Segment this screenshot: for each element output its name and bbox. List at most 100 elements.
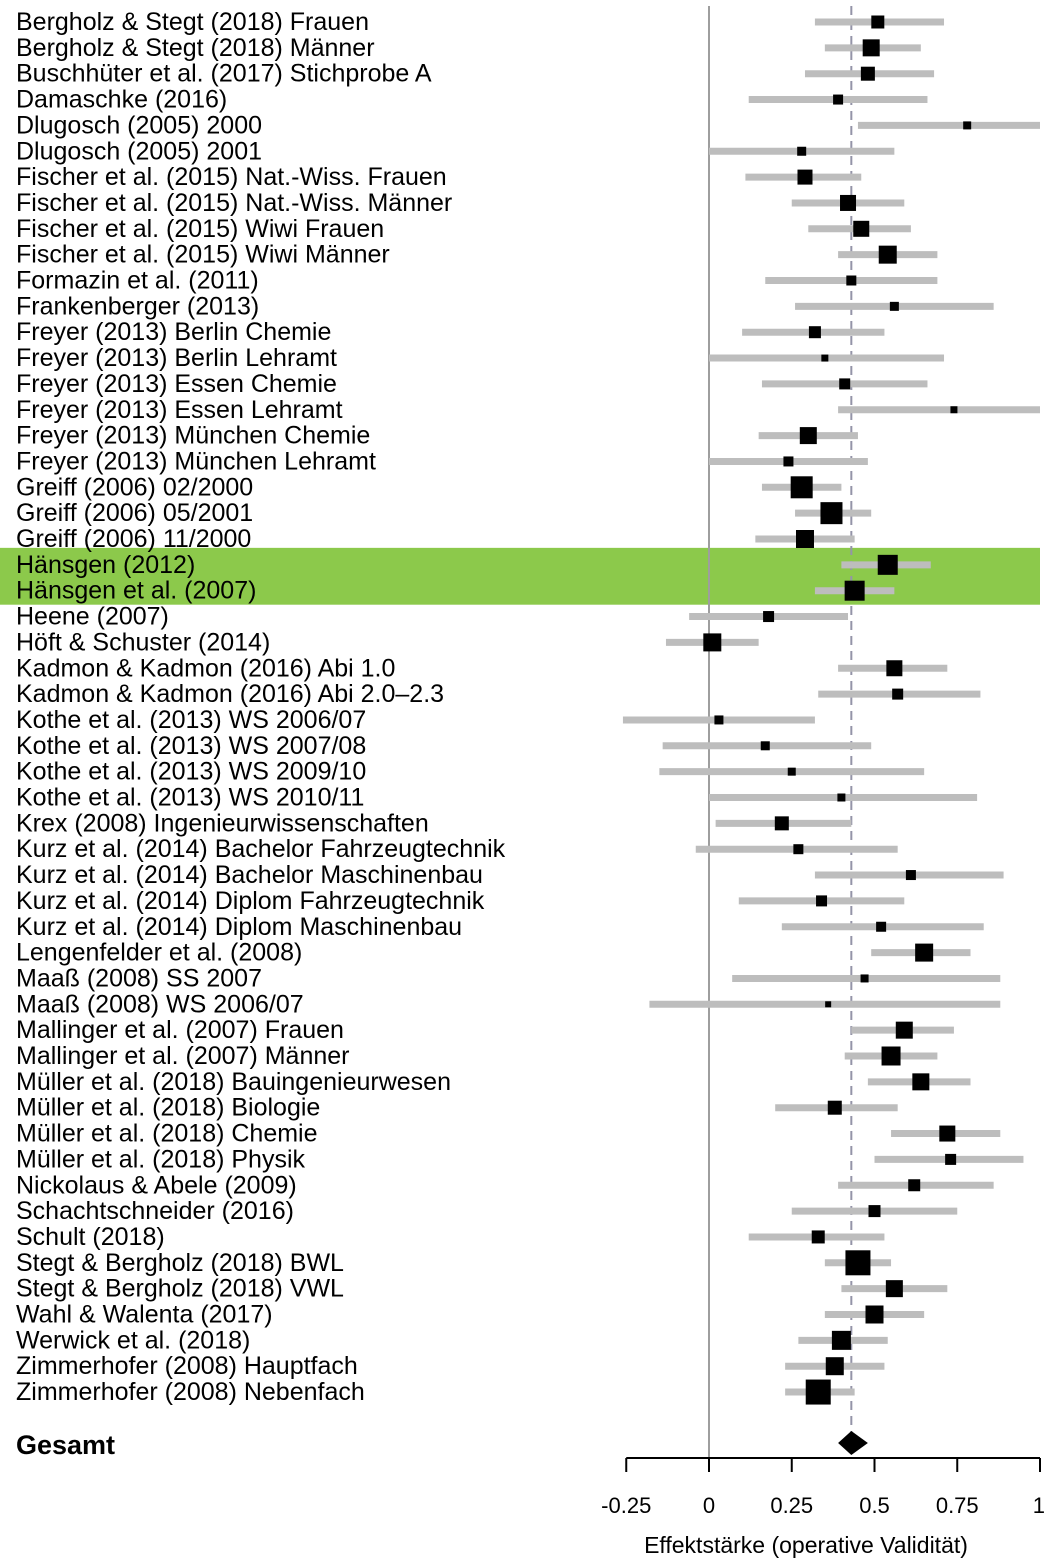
effect-marker xyxy=(878,245,897,264)
study-label: Kurz et al. (2014) Diplom Maschinenbau xyxy=(16,913,462,941)
effect-marker xyxy=(881,1046,901,1066)
effect-marker xyxy=(877,554,898,575)
effect-marker xyxy=(816,895,828,907)
effect-marker xyxy=(876,921,887,932)
effect-marker xyxy=(860,66,875,81)
study-label: Freyer (2013) Essen Chemie xyxy=(16,370,337,398)
study-label: Nickolaus & Abele (2009) xyxy=(16,1171,297,1199)
summary-diamond xyxy=(838,1431,868,1455)
effect-marker xyxy=(885,1280,903,1298)
effect-marker xyxy=(825,1357,844,1376)
study-label: Schult (2018) xyxy=(16,1223,165,1251)
highlight-band-rect xyxy=(0,547,1040,605)
effect-marker xyxy=(811,1230,825,1244)
effect-marker xyxy=(853,220,870,237)
effect-marker xyxy=(837,793,846,802)
effect-marker xyxy=(827,1100,842,1115)
effect-marker xyxy=(889,301,899,311)
x-tick-label: 0.5 xyxy=(859,1493,890,1518)
effect-markers xyxy=(703,15,972,1405)
study-label: Kothe et al. (2013) WS 2009/10 xyxy=(16,758,366,786)
study-label: Krex (2008) Ingenieurwissenschaften xyxy=(16,809,429,837)
x-tick-label: 1 xyxy=(1033,1493,1045,1518)
effect-marker xyxy=(892,688,904,700)
effect-marker xyxy=(774,816,789,831)
study-label: Kurz et al. (2014) Diplom Fahrzeugtechni… xyxy=(16,887,485,915)
guide-lines xyxy=(708,6,853,1458)
study-label: Damaschke (2016) xyxy=(16,86,227,114)
effect-marker xyxy=(820,502,843,525)
effect-marker xyxy=(821,354,829,362)
study-label: Bergholz & Stegt (2018) Männer xyxy=(16,34,375,62)
effect-marker xyxy=(912,1073,930,1091)
study-label: Kurz et al. (2014) Bachelor Fahrzeugtech… xyxy=(16,835,506,863)
study-label: Maaß (2008) SS 2007 xyxy=(16,964,262,992)
study-label: Kothe et al. (2013) WS 2010/11 xyxy=(16,784,364,812)
effect-marker xyxy=(714,715,724,725)
study-label: Mallinger et al. (2007) Männer xyxy=(16,1042,350,1070)
effect-marker xyxy=(783,456,794,467)
effect-marker xyxy=(797,169,813,185)
effect-marker xyxy=(945,1153,957,1165)
study-label: Müller et al. (2018) Bauingenieurwesen xyxy=(16,1068,451,1096)
study-label: Hänsgen et al. (2007) xyxy=(16,577,256,605)
effect-marker xyxy=(760,741,770,751)
effect-marker xyxy=(763,611,775,623)
summary-row: Gesamt xyxy=(16,1430,868,1460)
effect-marker xyxy=(790,476,813,499)
study-label: Fischer et al. (2015) Nat.-Wiss. Männer xyxy=(16,189,452,217)
study-label: Kadmon & Kadmon (2016) Abi 1.0 xyxy=(16,654,395,682)
effect-marker xyxy=(950,406,958,414)
study-label: Zimmerhofer (2008) Hauptfach xyxy=(16,1352,358,1380)
highlight-band xyxy=(0,547,1040,605)
effect-marker xyxy=(860,974,869,983)
study-label: Fischer et al. (2015) Wiwi Männer xyxy=(16,241,390,269)
study-label: Lengenfelder et al. (2008) xyxy=(16,939,302,967)
study-label: Hänsgen (2012) xyxy=(16,551,195,579)
study-label: Stegt & Bergholz (2018) BWL xyxy=(16,1249,344,1277)
effect-marker xyxy=(868,1205,881,1218)
x-tick-label: -0.25 xyxy=(601,1493,651,1518)
effect-marker xyxy=(787,767,796,776)
effect-marker xyxy=(808,326,821,339)
effect-marker xyxy=(799,427,817,445)
x-tick-label: 0.25 xyxy=(770,1493,813,1518)
study-label: Zimmerhofer (2008) Nebenfach xyxy=(16,1378,365,1406)
effect-marker xyxy=(845,1250,871,1276)
study-label: Freyer (2013) München Chemie xyxy=(16,422,370,450)
study-label: Höft & Schuster (2014) xyxy=(16,628,270,656)
effect-marker xyxy=(871,15,885,29)
effect-marker xyxy=(862,39,880,57)
effect-marker xyxy=(840,194,857,211)
effect-marker xyxy=(939,1125,956,1142)
study-label: Freyer (2013) Berlin Chemie xyxy=(16,318,331,346)
effect-marker xyxy=(797,146,807,156)
effect-marker xyxy=(905,870,916,881)
study-label: Kothe et al. (2013) WS 2007/08 xyxy=(16,732,366,760)
effect-marker xyxy=(915,943,934,962)
study-label: Müller et al. (2018) Physik xyxy=(16,1145,306,1173)
study-label: Fischer et al. (2015) Nat.-Wiss. Frauen xyxy=(16,163,447,191)
effect-marker xyxy=(831,1330,851,1350)
effect-marker xyxy=(895,1021,913,1039)
effect-marker xyxy=(795,530,814,548)
study-label: Bergholz & Stegt (2018) Frauen xyxy=(16,8,369,36)
study-label: Heene (2007) xyxy=(16,603,169,631)
study-label: Werwick et al. (2018) xyxy=(16,1326,250,1354)
effect-marker xyxy=(839,378,851,390)
effect-marker xyxy=(963,121,972,130)
effect-marker xyxy=(846,275,857,286)
study-label: Freyer (2013) München Lehramt xyxy=(16,447,376,475)
effect-marker xyxy=(865,1305,884,1324)
study-label: Frankenberger (2013) xyxy=(16,292,259,320)
study-label: Fischer et al. (2015) Wiwi Frauen xyxy=(16,215,384,243)
study-label: Stegt & Bergholz (2018) VWL xyxy=(16,1275,344,1303)
study-label: Kadmon & Kadmon (2016) Abi 2.0–2.3 xyxy=(16,680,444,708)
study-label: Schachtschneider (2016) xyxy=(16,1197,294,1225)
x-axis: Effektstärke (operative Validität) -0.25… xyxy=(601,1457,1045,1558)
effect-marker xyxy=(886,660,903,677)
effect-marker xyxy=(908,1179,921,1192)
study-label: Wahl & Walenta (2017) xyxy=(16,1301,273,1329)
